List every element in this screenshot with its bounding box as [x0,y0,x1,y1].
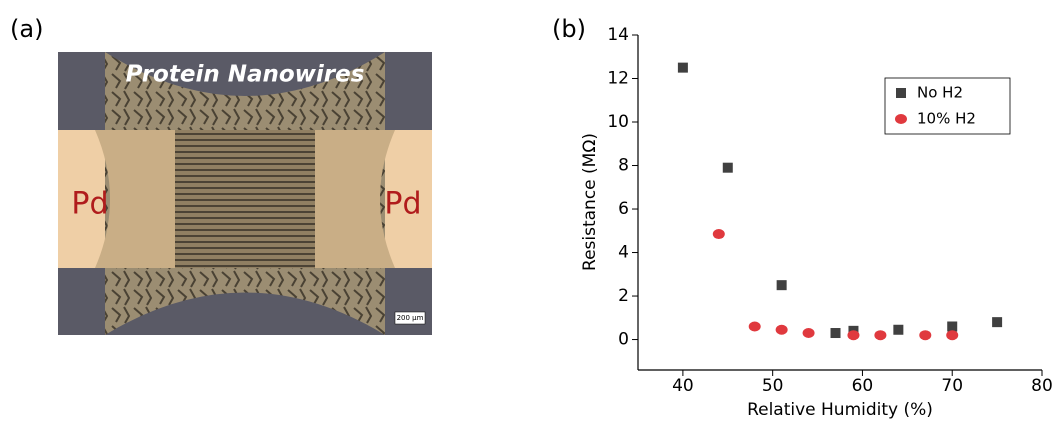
micrograph: 200 µm Protein Nanowires Pd Pd [58,52,432,335]
point [748,321,761,332]
y-tick-label: 10 [607,112,629,132]
point [946,330,959,341]
nanowire-array [175,130,315,268]
y-tick-label: 4 [618,243,629,263]
y-tick-label: 8 [618,156,629,176]
point [677,62,688,73]
electrode-label: Pd [71,187,108,222]
point [802,328,815,339]
y-tick-label: 14 [607,25,629,45]
legend-label: 10% H2 [917,110,976,128]
point [830,328,841,339]
panel-label: (a) [10,15,43,43]
point [775,324,788,335]
x-tick-label: 50 [762,376,784,396]
electrode-label: Pd [384,187,421,222]
y-axis-title: Resistance (MΩ) [580,133,600,271]
legend-label: No H2 [917,84,963,102]
point [776,280,787,291]
point [722,162,733,173]
x-tick-label: 40 [672,376,694,396]
legend-marker [895,114,907,124]
y-tick-label: 6 [618,199,629,219]
point [947,321,958,332]
point [847,330,860,341]
panel-label: (b) [552,15,586,43]
y-tick-label: 0 [618,330,629,350]
x-axis-title: Relative Humidity (%) [747,400,933,420]
point [919,330,932,341]
point [874,330,887,341]
point [893,324,904,335]
legend-box [884,77,1011,135]
y-tick-label: 12 [607,69,629,89]
point [992,317,1003,328]
legend-marker [896,88,906,98]
point [712,229,725,240]
scale-bar-label: 200 µm [397,314,424,322]
scale-bar [394,311,426,325]
micrograph-title: Protein Nanowires [126,62,365,88]
x-tick-label: 70 [941,376,963,396]
x-tick-label: 80 [1031,376,1053,396]
x-tick-label: 60 [852,376,874,396]
y-tick-label: 2 [618,286,629,306]
